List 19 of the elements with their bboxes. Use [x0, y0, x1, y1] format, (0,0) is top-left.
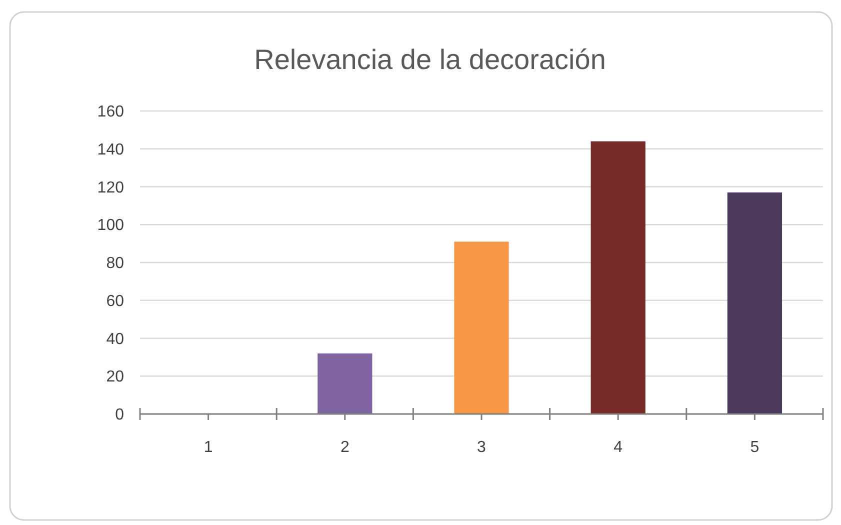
x-tick-label: 4 — [614, 439, 623, 456]
bar — [454, 242, 509, 414]
bar — [318, 353, 372, 414]
x-tick-label: 2 — [340, 439, 350, 456]
y-tick-label: 40 — [106, 330, 124, 348]
bar — [727, 192, 782, 414]
x-tick-label: 3 — [477, 439, 486, 456]
chart-title: Relevancia de la decoración — [254, 44, 606, 75]
x-tick-label: 1 — [204, 439, 213, 456]
y-tick-label: 140 — [97, 141, 124, 158]
y-tick-label: 80 — [106, 255, 124, 272]
y-tick-label: 60 — [106, 292, 124, 310]
y-tick-label: 120 — [97, 179, 124, 196]
bar — [590, 141, 646, 414]
x-tick-label: 5 — [750, 439, 760, 456]
y-tick-label: 20 — [106, 368, 124, 386]
y-tick-label: 160 — [97, 104, 124, 121]
y-tick-label: 0 — [115, 406, 124, 424]
y-tick-label: 100 — [97, 217, 124, 234]
